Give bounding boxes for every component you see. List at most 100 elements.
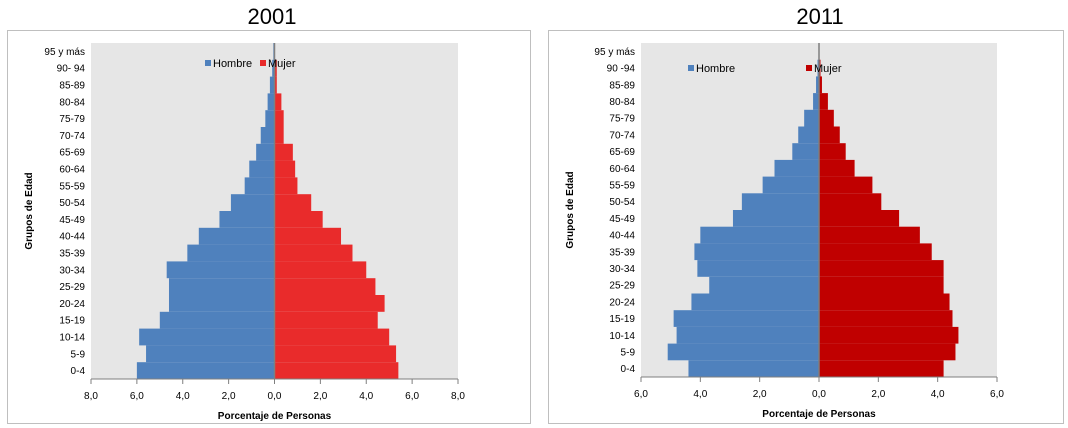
y-axis-title: Grupos de Edad — [24, 172, 35, 249]
bar-mujer-30-34 — [274, 261, 367, 279]
x-tick-label: 2,0 — [313, 391, 327, 402]
x-tick-label: 2,0 — [871, 389, 885, 400]
y-tick-label: 35-39 — [609, 247, 635, 258]
bar-hombre-15-19 — [159, 311, 275, 329]
legend-label-mujer: Mujer — [268, 58, 296, 70]
x-tick-label: 6,0 — [405, 391, 419, 402]
y-tick-label: 75-79 — [609, 114, 635, 125]
y-tick-label: 70-74 — [609, 130, 635, 141]
bar-mujer-70-74 — [274, 127, 284, 144]
y-tick-label: 75-79 — [59, 114, 85, 125]
bar-mujer-10-14 — [819, 326, 959, 344]
bar-hombre-60-64 — [249, 160, 275, 178]
bar-hombre-65-69 — [256, 143, 275, 161]
bar-mujer-65-69 — [274, 143, 293, 161]
y-tick-label: 45-49 — [609, 214, 635, 225]
bar-mujer-85-89 — [819, 76, 822, 94]
bar-hombre-25-29 — [168, 278, 275, 295]
bar-mujer-75-79 — [274, 110, 284, 127]
bar-mujer-5-9 — [819, 343, 956, 361]
y-tick-label: 90 -94 — [607, 64, 636, 75]
bar-hombre-5-9 — [146, 345, 275, 363]
bar-hombre-25-29 — [709, 276, 819, 294]
bar-mujer-65-69 — [819, 143, 846, 160]
legend-swatch-hombre — [205, 60, 211, 66]
y-tick-label: 50-54 — [59, 198, 85, 209]
bar-mujer-50-54 — [819, 193, 882, 210]
x-axis-title: Porcentaje de Personas — [762, 409, 876, 420]
bar-hombre-90-94 — [272, 59, 275, 77]
bar-mujer-20-24 — [819, 293, 950, 311]
x-tick-label: 4,0 — [359, 391, 373, 402]
x-tick-label: 6,0 — [990, 389, 1004, 400]
y-tick-label: 20-24 — [609, 297, 635, 308]
bar-hombre-35-39 — [694, 243, 819, 261]
bar-mujer-10-14 — [274, 328, 390, 346]
y-tick-label: 5-9 — [71, 349, 86, 360]
bar-mujer-20-24 — [274, 295, 385, 312]
y-tick-label: 15-19 — [609, 314, 635, 325]
y-axis-title: Grupos de Edad — [565, 171, 576, 248]
y-tick-label: 85-89 — [609, 80, 635, 91]
chart-title-2001: 2001 — [247, 4, 297, 29]
legend-label-hombre: Hombre — [696, 63, 735, 75]
y-tick-label: 0-4 — [71, 366, 86, 377]
y-tick-label: 25-29 — [59, 282, 85, 293]
bar-mujer-80-84 — [274, 93, 282, 111]
y-tick-label: 80-84 — [59, 97, 85, 108]
x-tick-label: 2,0 — [753, 389, 767, 400]
bar-mujer-75-79 — [819, 109, 834, 127]
y-tick-label: 10-14 — [609, 331, 635, 342]
bar-hombre-15-19 — [673, 310, 819, 327]
y-tick-label: 85-89 — [59, 81, 85, 92]
bar-hombre-40-44 — [700, 226, 819, 244]
bar-hombre-70-74 — [260, 127, 275, 144]
bar-hombre-85-89 — [269, 76, 275, 94]
bar-mujer-70-74 — [819, 126, 840, 144]
x-tick-label: 8,0 — [451, 391, 465, 402]
y-tick-label: 55-59 — [59, 181, 85, 192]
y-tick-label: 45-49 — [59, 215, 85, 226]
bar-mujer-40-44 — [274, 227, 342, 245]
bar-hombre-50-54 — [230, 194, 275, 211]
y-tick-label: 40-44 — [59, 232, 85, 243]
bar-mujer-90-94 — [274, 59, 277, 77]
y-tick-label: 0-4 — [621, 364, 636, 375]
x-tick-label: 4,0 — [693, 389, 707, 400]
bar-hombre-40-44 — [198, 227, 275, 245]
bar-mujer-55-59 — [274, 177, 298, 195]
bar-hombre-30-34 — [166, 261, 275, 279]
legend-label-hombre: Hombre — [213, 58, 252, 70]
y-tick-label: 90- 94 — [57, 64, 86, 75]
bar-hombre-35-39 — [187, 244, 275, 262]
legend-swatch-mujer — [260, 60, 266, 66]
bar-mujer-0-4 — [819, 360, 944, 377]
bar-mujer-5-9 — [274, 345, 397, 363]
bar-hombre-50-54 — [741, 193, 819, 210]
x-tick-label: 4,0 — [176, 391, 190, 402]
bar-mujer-35-39 — [819, 243, 932, 261]
bar-hombre-5-9 — [667, 343, 819, 361]
y-tick-label: 80-84 — [609, 97, 635, 108]
y-tick-label: 60-64 — [59, 165, 85, 176]
y-tick-label: 15-19 — [59, 316, 85, 327]
bar-mujer-30-34 — [819, 260, 944, 277]
bar-hombre-10-14 — [676, 326, 819, 344]
bar-mujer-0-4 — [274, 362, 399, 379]
x-tick-label: 4,0 — [931, 389, 945, 400]
x-axis-title: Porcentaje de Personas — [218, 411, 332, 422]
bar-mujer-45-49 — [819, 210, 900, 227]
x-tick-label: 6,0 — [130, 391, 144, 402]
population-pyramid-2001: 8,0 6,0 4,0 2,0 0,0 2,0 4,0 6,0 8,0 0-4 5-9 10-14 15… — [24, 43, 465, 422]
bar-hombre-60-64 — [774, 159, 819, 177]
bar-hombre-85-89 — [816, 76, 819, 94]
bar-hombre-30-34 — [697, 260, 819, 277]
bar-mujer-15-19 — [274, 311, 378, 329]
bar-hombre-80-84 — [813, 93, 819, 110]
y-tick-label: 30-34 — [59, 265, 85, 276]
bar-hombre-0-4 — [688, 360, 819, 377]
bar-mujer-50-54 — [274, 194, 312, 211]
bar-mujer-60-64 — [819, 159, 855, 177]
x-tick-label: 2,0 — [222, 391, 236, 402]
bar-mujer-80-84 — [819, 93, 828, 110]
